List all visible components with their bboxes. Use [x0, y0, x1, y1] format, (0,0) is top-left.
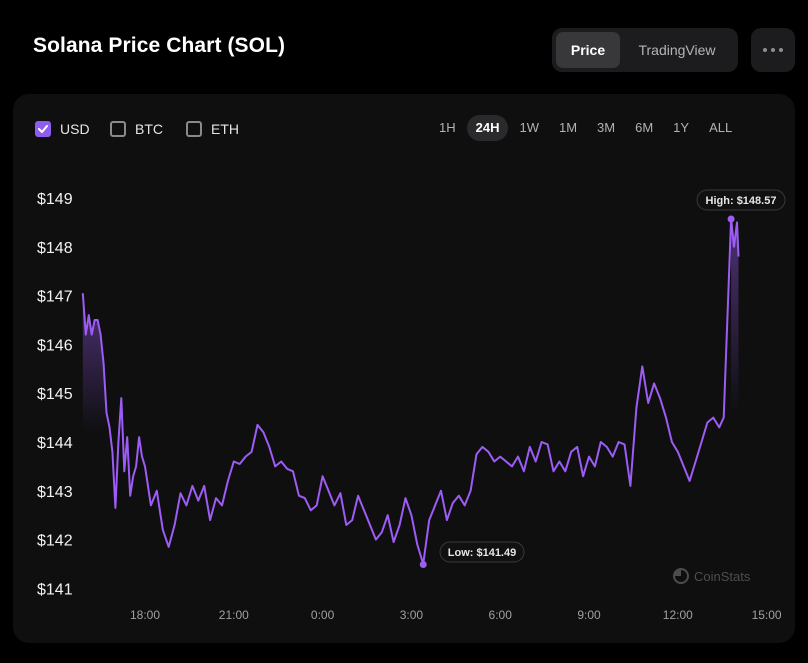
range-1m[interactable]: 1M: [558, 120, 578, 135]
time-range-selector: 1H 24H 1W 1M 3M 6M 1Y ALL: [430, 115, 743, 141]
currency-btc-checkbox[interactable]: BTC: [110, 121, 163, 137]
currency-eth-checkbox[interactable]: ETH: [186, 121, 239, 137]
range-6m[interactable]: 6M: [635, 120, 654, 135]
range-1y[interactable]: 1Y: [673, 120, 690, 135]
more-horizontal-icon: [761, 48, 785, 52]
range-1h[interactable]: 1H: [439, 120, 456, 135]
currency-label: USD: [60, 121, 90, 137]
range-3m[interactable]: 3M: [597, 120, 616, 135]
tradingview-tab[interactable]: TradingView: [638, 42, 716, 58]
coinstats-logo-icon: [673, 568, 689, 584]
range-all[interactable]: ALL: [709, 120, 733, 135]
checkbox-unchecked-icon: [110, 121, 126, 137]
currency-label: BTC: [135, 121, 163, 137]
chart-card: [13, 94, 795, 643]
checkbox-checked-icon: [35, 121, 51, 137]
watermark-text: CoinStats: [694, 568, 751, 584]
checkbox-unchecked-icon: [186, 121, 202, 137]
currency-usd-checkbox[interactable]: USD: [35, 121, 90, 137]
more-options-button[interactable]: [751, 28, 795, 72]
currency-label: ETH: [211, 121, 239, 137]
range-1w[interactable]: 1W: [519, 120, 539, 135]
page-title: Solana Price Chart (SOL): [33, 34, 286, 57]
view-toggle: Price TradingView: [552, 28, 738, 72]
range-24h[interactable]: 24H: [466, 115, 509, 141]
coinstats-watermark: CoinStats: [673, 568, 750, 584]
price-tab[interactable]: Price: [556, 32, 620, 68]
